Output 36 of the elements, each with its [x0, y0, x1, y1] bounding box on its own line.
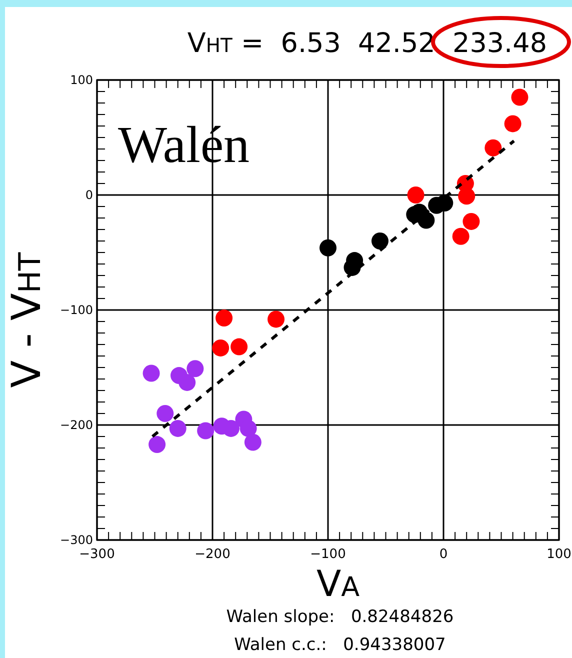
point [462, 212, 480, 230]
point [418, 212, 435, 229]
text: Walen c.c.: 0.94338007 [234, 635, 446, 655]
x-tick-label: 0 [439, 547, 448, 562]
x-tick-label: −100 [310, 547, 346, 562]
point [156, 405, 174, 422]
point [407, 186, 424, 204]
x-axis-title: VA [316, 564, 360, 605]
point [268, 310, 285, 328]
y-tick-label: −200 [60, 418, 93, 432]
point [169, 420, 186, 437]
point [178, 374, 196, 391]
point [452, 228, 470, 245]
point [484, 139, 502, 156]
y-axis-title: V - VHT [4, 252, 50, 388]
point [244, 434, 262, 451]
point [230, 338, 248, 356]
chart-title: VHT = 6.53 42.52 233.48 [187, 28, 547, 59]
point [320, 239, 336, 256]
y-tick-label: 0 [85, 188, 93, 202]
point [186, 360, 204, 378]
point [504, 115, 522, 132]
point [197, 422, 214, 440]
text: Walen slope: 0.82484826 [226, 607, 454, 627]
point [216, 310, 233, 327]
point [212, 339, 230, 356]
point [148, 436, 166, 454]
y-tick-label: −100 [60, 303, 93, 317]
y-tick-label: 100 [70, 73, 93, 87]
x-tick-label: −200 [194, 547, 230, 562]
point [240, 420, 257, 437]
point [142, 364, 160, 382]
x-tick-label: 100 [546, 547, 572, 562]
y-tick-label: −300 [60, 533, 93, 547]
point [371, 232, 388, 250]
point [511, 88, 528, 106]
